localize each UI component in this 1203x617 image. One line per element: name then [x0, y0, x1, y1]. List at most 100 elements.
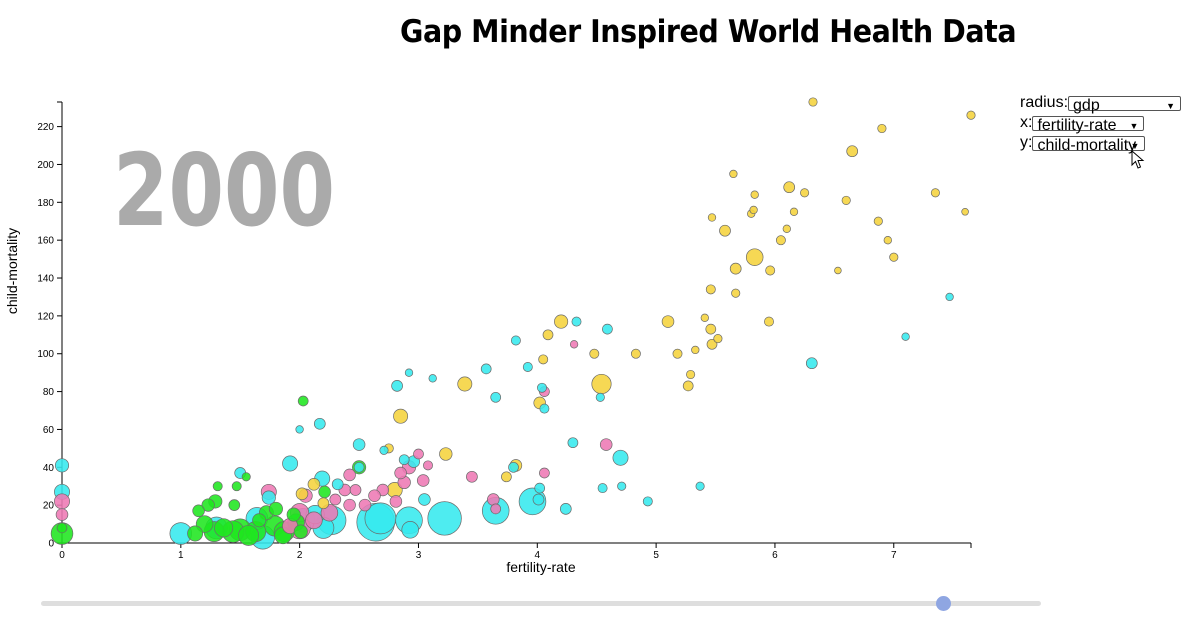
- data-point[interactable]: [695, 481, 705, 491]
- data-point[interactable]: [705, 323, 717, 335]
- data-point[interactable]: [729, 169, 738, 179]
- data-point[interactable]: [401, 521, 419, 539]
- year-slider[interactable]: [41, 596, 1041, 611]
- data-point[interactable]: [559, 503, 572, 515]
- data-point[interactable]: [404, 368, 414, 377]
- data-point[interactable]: [745, 248, 764, 266]
- data-point[interactable]: [56, 522, 68, 534]
- data-point[interactable]: [358, 498, 372, 512]
- data-point[interactable]: [318, 485, 331, 499]
- data-point[interactable]: [961, 208, 969, 216]
- data-point[interactable]: [241, 472, 251, 482]
- data-point[interactable]: [466, 470, 478, 483]
- data-point[interactable]: [293, 524, 308, 539]
- data-point[interactable]: [393, 408, 409, 424]
- data-point[interactable]: [457, 376, 473, 392]
- data-point[interactable]: [589, 348, 600, 359]
- data-point[interactable]: [539, 403, 550, 414]
- data-point[interactable]: [764, 316, 774, 327]
- data-point[interactable]: [522, 362, 533, 372]
- data-point[interactable]: [305, 511, 323, 530]
- data-point[interactable]: [612, 449, 629, 466]
- data-point[interactable]: [212, 481, 223, 492]
- y-select[interactable]: child-mortality ▼: [1032, 135, 1146, 154]
- data-point[interactable]: [231, 481, 242, 492]
- data-point[interactable]: [539, 467, 550, 479]
- data-point[interactable]: [537, 382, 547, 393]
- data-point[interactable]: [682, 380, 694, 392]
- data-point[interactable]: [353, 461, 365, 473]
- data-point[interactable]: [846, 145, 859, 158]
- data-point[interactable]: [538, 354, 549, 365]
- data-point[interactable]: [282, 455, 299, 472]
- data-point[interactable]: [808, 97, 818, 107]
- data-point[interactable]: [617, 481, 627, 491]
- data-point[interactable]: [480, 363, 492, 375]
- data-point[interactable]: [554, 314, 569, 329]
- data-point[interactable]: [599, 438, 613, 451]
- data-point[interactable]: [532, 493, 545, 506]
- data-point[interactable]: [930, 188, 940, 198]
- data-point[interactable]: [642, 496, 653, 507]
- data-point[interactable]: [439, 447, 453, 461]
- data-point[interactable]: [329, 493, 342, 506]
- data-point[interactable]: [295, 487, 309, 501]
- data-point[interactable]: [800, 188, 810, 198]
- data-point[interactable]: [379, 445, 389, 455]
- data-point[interactable]: [238, 524, 260, 546]
- data-point[interactable]: [700, 313, 709, 322]
- data-point[interactable]: [508, 461, 519, 473]
- data-point[interactable]: [201, 498, 215, 512]
- data-point[interactable]: [775, 235, 786, 246]
- data-point[interactable]: [661, 315, 675, 328]
- x-select[interactable]: fertility-rate ▼: [1032, 115, 1145, 134]
- data-point[interactable]: [349, 484, 362, 496]
- data-point[interactable]: [261, 490, 276, 505]
- data-point[interactable]: [252, 513, 267, 528]
- data-point[interactable]: [487, 493, 500, 506]
- year-slider-thumb[interactable]: [936, 596, 951, 611]
- data-point[interactable]: [672, 348, 683, 359]
- data-point[interactable]: [783, 181, 796, 194]
- data-point[interactable]: [729, 262, 742, 275]
- data-point[interactable]: [571, 316, 582, 327]
- data-point[interactable]: [187, 525, 204, 542]
- data-point[interactable]: [413, 448, 424, 460]
- data-point[interactable]: [268, 501, 283, 516]
- data-point[interactable]: [501, 471, 512, 483]
- data-point[interactable]: [765, 265, 776, 276]
- data-point[interactable]: [713, 334, 723, 344]
- data-point[interactable]: [945, 292, 954, 302]
- data-point[interactable]: [901, 332, 910, 341]
- data-point[interactable]: [602, 323, 613, 335]
- data-point[interactable]: [313, 417, 326, 430]
- data-point[interactable]: [731, 288, 741, 298]
- data-point[interactable]: [490, 503, 502, 515]
- data-point[interactable]: [877, 123, 887, 134]
- data-point[interactable]: [423, 460, 433, 471]
- data-point[interactable]: [719, 224, 731, 237]
- data-point[interactable]: [331, 478, 344, 491]
- data-point[interactable]: [228, 499, 241, 511]
- data-point[interactable]: [416, 474, 430, 487]
- data-point[interactable]: [591, 373, 612, 395]
- data-point[interactable]: [490, 391, 502, 403]
- data-point[interactable]: [295, 425, 304, 434]
- data-point[interactable]: [368, 489, 381, 502]
- data-point[interactable]: [510, 335, 521, 346]
- data-point[interactable]: [54, 493, 70, 510]
- data-point[interactable]: [707, 213, 717, 222]
- data-point[interactable]: [567, 437, 579, 449]
- data-point[interactable]: [418, 493, 431, 506]
- data-point[interactable]: [841, 195, 851, 205]
- data-point[interactable]: [214, 518, 234, 538]
- data-point[interactable]: [286, 507, 301, 522]
- data-point[interactable]: [534, 482, 546, 494]
- data-point[interactable]: [597, 483, 608, 494]
- data-point[interactable]: [427, 501, 462, 536]
- data-point[interactable]: [343, 468, 356, 482]
- data-point[interactable]: [686, 369, 696, 380]
- data-point[interactable]: [569, 340, 579, 349]
- data-point[interactable]: [889, 252, 899, 262]
- data-point[interactable]: [389, 495, 403, 508]
